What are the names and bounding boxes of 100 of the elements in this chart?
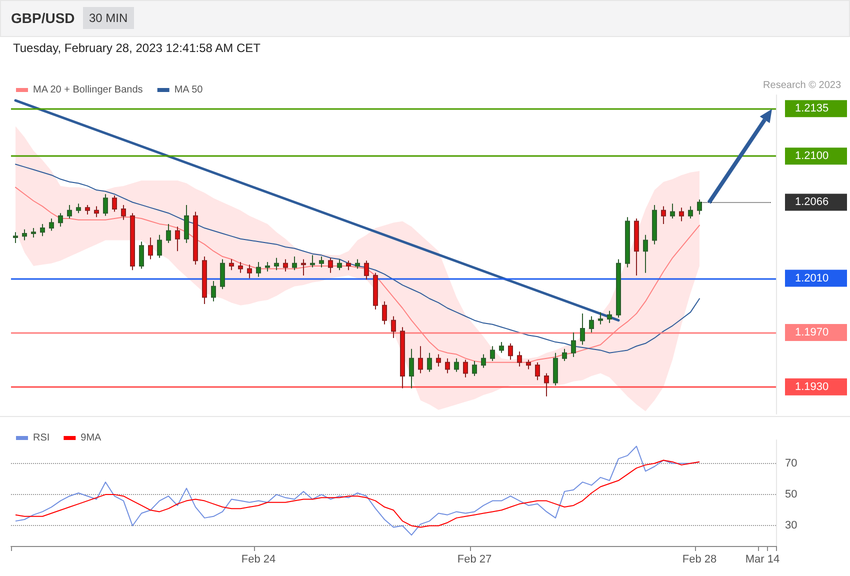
chart-title: GBP/USD <box>11 10 75 26</box>
candlestick <box>688 206 693 220</box>
candlestick <box>643 234 648 274</box>
candlestick <box>373 272 378 310</box>
y-tick-label: 50 <box>785 488 798 501</box>
candlestick <box>445 358 450 374</box>
y-tick-label: 1.2010 <box>795 272 829 284</box>
candlestick <box>553 352 558 386</box>
y-tick-label: 1.2135 <box>795 102 829 115</box>
text: Research © 2023 <box>763 80 841 91</box>
candlestick <box>103 194 108 216</box>
candlestick <box>148 237 153 260</box>
candlestick <box>76 203 81 214</box>
text: 30 MIN <box>83 7 134 29</box>
candlestick <box>355 258 360 270</box>
candlestick <box>463 359 468 378</box>
legend-label: MA 20 + Bollinger Bands <box>33 84 143 96</box>
candlestick <box>499 342 504 354</box>
candlestick <box>481 354 486 368</box>
candlestick <box>409 348 414 389</box>
candlestick <box>544 372 549 397</box>
candlestick <box>301 258 306 276</box>
candlestick <box>31 228 36 238</box>
candlestick <box>454 358 459 372</box>
candlestick <box>139 241 144 270</box>
candlestick <box>535 362 540 381</box>
candlestick <box>130 212 135 271</box>
candlestick <box>256 261 261 278</box>
candlestick <box>22 228 27 241</box>
y-tick-label: 1.2100 <box>795 150 829 162</box>
candlestick <box>184 204 189 244</box>
candlestick <box>472 360 477 376</box>
candlestick <box>697 199 702 215</box>
candlestick <box>40 223 45 237</box>
candlestick <box>166 223 171 244</box>
chart-subtitle: Tuesday, February 28, 2023 12:41:58 AM CET <box>13 41 260 55</box>
candlestick <box>121 204 126 220</box>
candlestick <box>364 260 369 280</box>
candlestick <box>562 348 567 362</box>
candlestick <box>220 258 225 290</box>
candlestick <box>652 204 657 245</box>
candlestick <box>67 204 72 220</box>
candlestick <box>292 256 297 271</box>
line-series <box>15 460 700 528</box>
x-tick-label: Feb 28 <box>682 554 717 566</box>
candlestick <box>265 261 270 272</box>
x-tick-label: Mar 14 <box>745 554 780 566</box>
candlestick <box>490 346 495 362</box>
x-tick-label: Feb 24 <box>241 554 276 566</box>
legend-label: RSI <box>33 432 50 444</box>
candlestick <box>283 258 288 272</box>
y-tick-label: 1.2066 <box>795 196 829 208</box>
y-tick-label: 1.1930 <box>795 380 829 393</box>
candlestick <box>526 359 531 370</box>
candlestick <box>607 310 612 324</box>
candlestick <box>427 352 432 372</box>
x-tick-label: Feb 27 <box>457 554 492 566</box>
candlestick <box>337 258 342 271</box>
candlestick <box>328 257 333 274</box>
candlestick <box>382 300 387 325</box>
candlestick <box>436 354 441 367</box>
candlestick <box>400 326 405 389</box>
candlestick <box>571 332 576 358</box>
candlestick <box>580 313 585 346</box>
candlestick <box>247 264 252 279</box>
candlestick <box>391 316 396 338</box>
legend-label: MA 50 <box>174 84 204 96</box>
candlestick <box>589 316 594 334</box>
candlestick <box>157 234 162 258</box>
candlestick <box>670 203 675 220</box>
candlestick <box>193 211 198 266</box>
candlestick <box>13 232 18 244</box>
candlestick <box>346 260 351 271</box>
candlestick <box>49 218 54 232</box>
candlestick <box>175 226 180 252</box>
candlestick <box>94 206 99 218</box>
candlestick <box>679 207 684 222</box>
candlestick <box>517 351 522 367</box>
candlestick <box>238 261 243 274</box>
candlestick <box>211 280 216 302</box>
candlestick <box>58 212 63 228</box>
candlestick <box>85 204 90 215</box>
candlestick <box>598 312 603 325</box>
candlestick <box>310 254 315 268</box>
candlestick <box>508 342 513 360</box>
candlestick <box>319 256 324 268</box>
candlestick <box>418 346 423 374</box>
legend-label: 9MA <box>80 432 102 444</box>
y-tick-label: 30 <box>785 520 798 532</box>
candlestick <box>634 218 639 276</box>
candlestick <box>202 256 207 305</box>
line-series <box>15 164 700 354</box>
y-tick-label: 1.1970 <box>795 326 829 339</box>
candlestick <box>661 206 666 224</box>
y-tick-label: 70 <box>785 457 798 470</box>
candlestick <box>274 257 279 271</box>
candlestick <box>112 194 117 212</box>
candlestick <box>625 216 630 268</box>
candlestick <box>616 258 621 318</box>
candlestick <box>229 258 234 271</box>
